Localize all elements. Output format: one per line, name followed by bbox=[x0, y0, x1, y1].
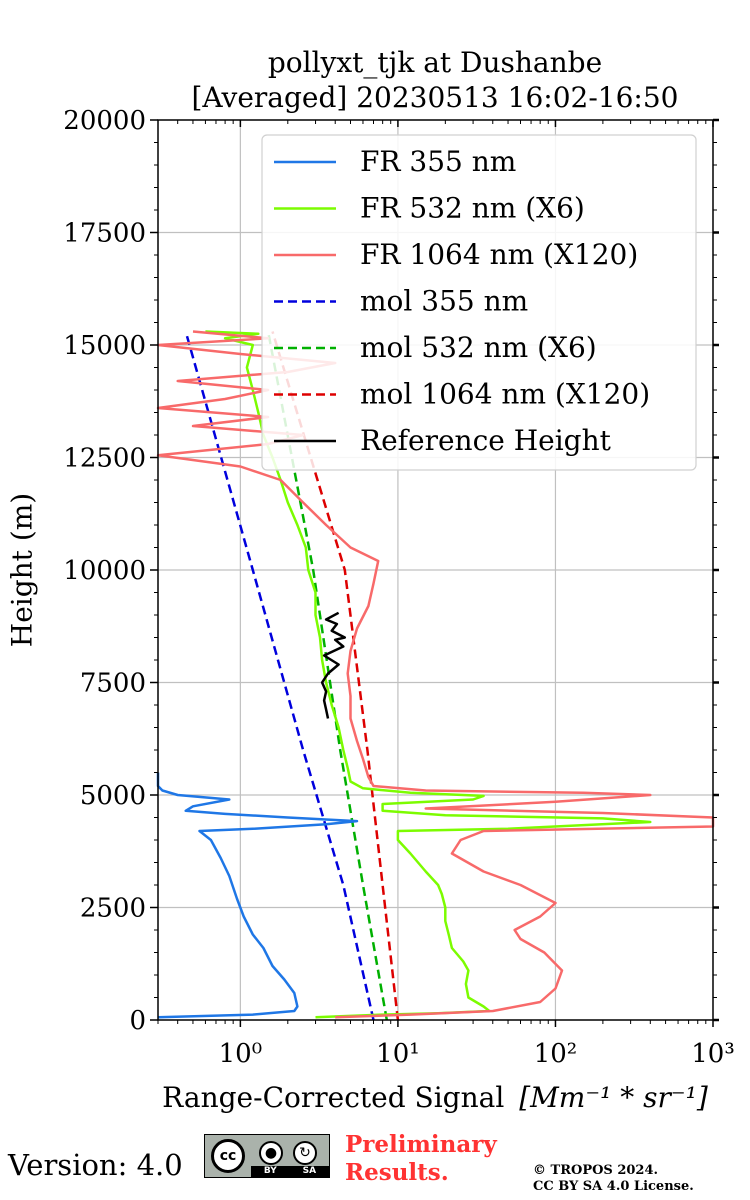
x-tick-label: 10¹ bbox=[376, 1039, 420, 1069]
y-tick-label: 0 bbox=[129, 1006, 146, 1036]
cc-icon: cc bbox=[211, 1139, 245, 1173]
share-alike-icon: ↻ bbox=[293, 1141, 317, 1165]
x-tick-label: 10² bbox=[534, 1039, 578, 1069]
fr-1064-line bbox=[156, 330, 715, 1019]
legend-label: FR 1064 nm (X120) bbox=[360, 238, 638, 271]
mol-532-line bbox=[266, 331, 389, 1021]
mol-355-line bbox=[184, 331, 375, 1021]
y-axis-label: Height (m) bbox=[6, 493, 39, 647]
cc-badge-strip: BY SA bbox=[251, 1166, 329, 1177]
preliminary-line-2: Results. bbox=[345, 1159, 449, 1186]
series-layer bbox=[156, 330, 715, 1021]
x-axis-label-unit: [Mm⁻¹ * sr⁻¹] bbox=[519, 1081, 708, 1114]
cc-sa-text: SA bbox=[302, 1166, 317, 1176]
x-axis-label-text: Range-Corrected Signal bbox=[162, 1081, 504, 1114]
x-tick-label: 10³ bbox=[691, 1039, 735, 1069]
copyright-line-1: © TROPOS 2024. bbox=[533, 1163, 659, 1178]
y-tick-label: 17500 bbox=[63, 219, 146, 249]
legend: FR 355 nm FR 532 nm (X6) FR 1064 nm (X120)… bbox=[261, 134, 697, 471]
fr-532-line bbox=[205, 330, 652, 1019]
mol-1064-line bbox=[271, 331, 400, 1021]
chart-title: pollyxt_tjk at Dushanbe [Averaged] 20230… bbox=[192, 46, 679, 114]
person-icon: ● bbox=[259, 1141, 283, 1165]
legend-label: mol 1064 nm (X120) bbox=[360, 378, 650, 411]
ticks: 10⁰ 10¹ 10² 10³ 0 2500 5000 7500 10000 12500 15000… bbox=[63, 106, 734, 1069]
preliminary-results-note: Preliminary Results. bbox=[345, 1131, 497, 1187]
legend-label: mol 355 nm bbox=[360, 285, 528, 318]
legend-box bbox=[261, 134, 697, 471]
legend-label: FR 355 nm bbox=[360, 145, 516, 178]
y-tick-label: 10000 bbox=[63, 556, 146, 586]
fr-355-line bbox=[156, 772, 359, 1019]
x-tick-label: 10⁰ bbox=[219, 1039, 263, 1069]
cc-by-text: BY bbox=[263, 1166, 277, 1176]
y-tick-label: 12500 bbox=[63, 444, 146, 474]
preliminary-line-1: Preliminary bbox=[345, 1131, 497, 1158]
cc-license-badge: cc ● ↻ BY SA bbox=[204, 1134, 330, 1178]
y-tick-label: 15000 bbox=[63, 331, 146, 361]
copyright-note: © TROPOS 2024. CC BY SA 4.0 License. bbox=[533, 1163, 694, 1195]
y-tick-label: 2500 bbox=[80, 894, 146, 924]
legend-label: mol 532 nm (X6) bbox=[360, 331, 597, 364]
copyright-line-2: CC BY SA 4.0 License. bbox=[533, 1179, 694, 1194]
title-line-1: pollyxt_tjk at Dushanbe bbox=[268, 46, 602, 79]
legend-label: Reference Height bbox=[360, 424, 612, 457]
y-tick-label: 7500 bbox=[80, 669, 146, 699]
version-label: Version: 4.0 bbox=[8, 1148, 183, 1182]
reference-height-line bbox=[320, 611, 347, 719]
legend-label: FR 532 nm (X6) bbox=[360, 192, 585, 225]
y-tick-label: 20000 bbox=[63, 106, 146, 136]
x-axis-label: Range-Corrected Signal [Mm⁻¹ * sr⁻¹] bbox=[162, 1081, 708, 1114]
y-tick-label: 5000 bbox=[80, 781, 146, 811]
title-line-2: [Averaged] 20230513 16:02-16:50 bbox=[192, 81, 679, 114]
